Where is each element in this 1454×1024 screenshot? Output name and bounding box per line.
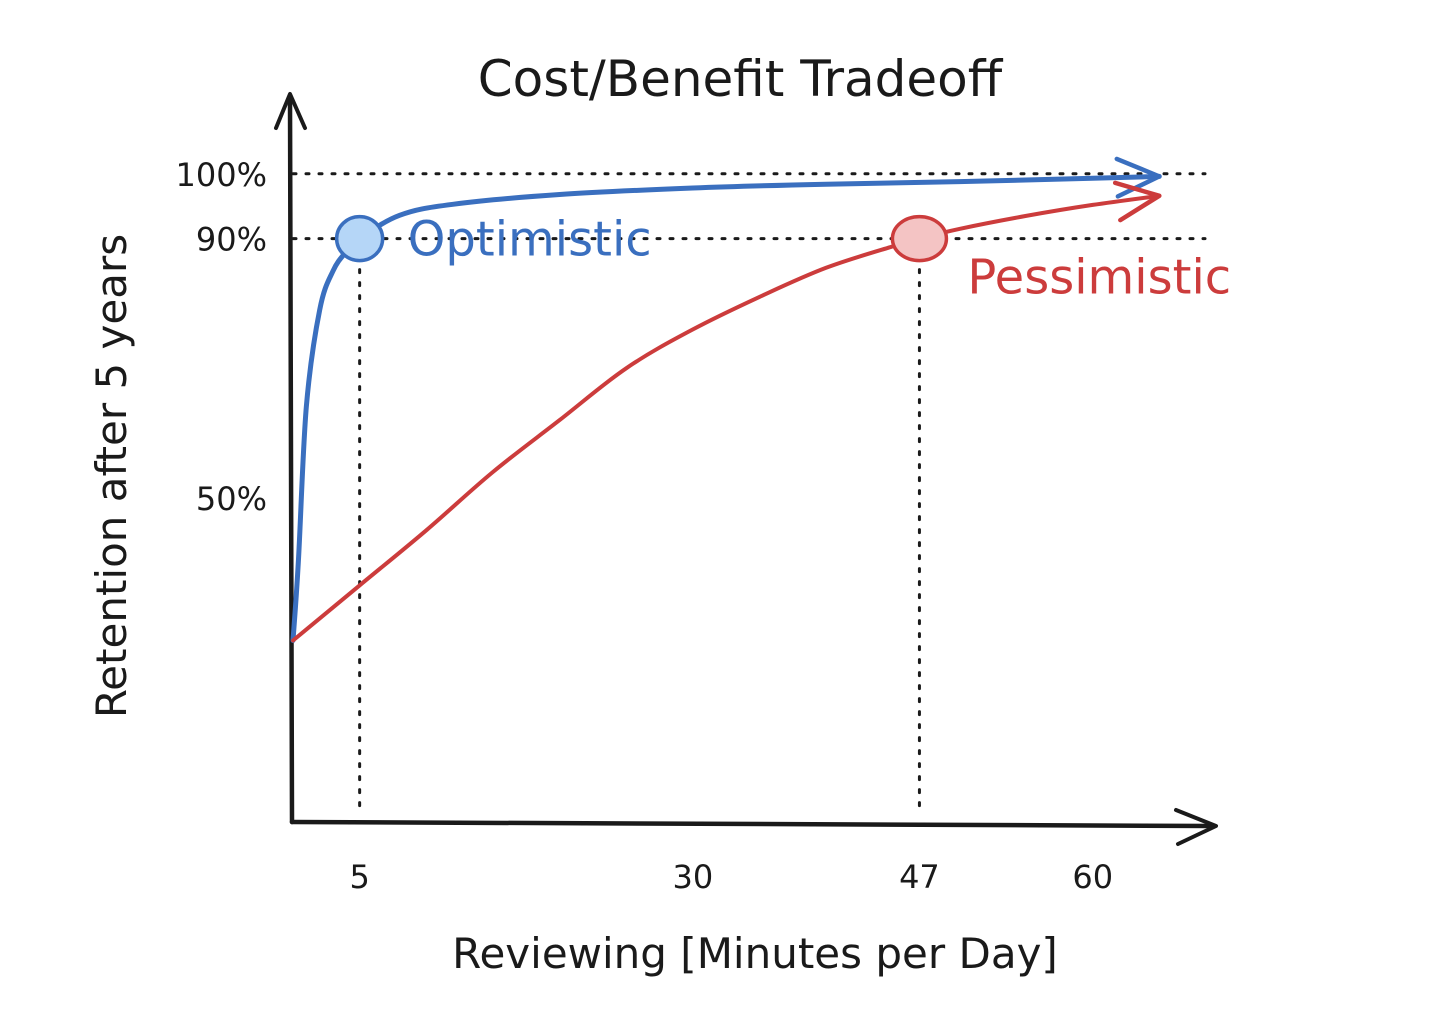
x-tick-label-47: 47 — [899, 858, 940, 896]
pessimistic-highlight-point — [890, 214, 949, 263]
x-axis-arrowhead — [1174, 808, 1218, 846]
x-tick-label-5: 5 — [349, 858, 369, 896]
axes — [274, 92, 1218, 846]
y-tick-label-90: 90% — [196, 221, 267, 259]
chart-text: Cost/Benefit Tradeoff Reviewing [Minutes… — [87, 50, 1058, 978]
y-tick-label-100: 100% — [176, 156, 267, 194]
x-axis-label: Reviewing [Minutes per Day] — [452, 929, 1058, 978]
tick-labels: 5 30 47 60 50% 90% 100% — [176, 156, 1114, 896]
series-labels: Optimistic Pessimistic — [408, 212, 1232, 306]
series-markers — [334, 214, 949, 263]
y-tick-label-50: 50% — [196, 480, 267, 518]
reference-lines — [291, 172, 1207, 814]
x-axis-line — [289, 819, 1217, 829]
optimistic-series-label: Optimistic — [408, 212, 652, 268]
pessimistic-series-arrowhead — [1112, 180, 1162, 223]
x-tick-label-30: 30 — [672, 858, 713, 896]
chart-title: Cost/Benefit Tradeoff — [478, 50, 1004, 108]
y-axis-line — [287, 94, 295, 825]
series-lines — [290, 156, 1162, 643]
pessimistic-series-line — [291, 193, 1162, 643]
x-tick-label-60: 60 — [1072, 858, 1113, 896]
y-axis-arrowhead — [274, 92, 307, 130]
y-axis-label: Retention after 5 years — [87, 234, 136, 718]
optimistic-series-line — [290, 173, 1162, 643]
optimistic-highlight-point — [334, 214, 385, 263]
pessimistic-series-label: Pessimistic — [967, 250, 1231, 306]
